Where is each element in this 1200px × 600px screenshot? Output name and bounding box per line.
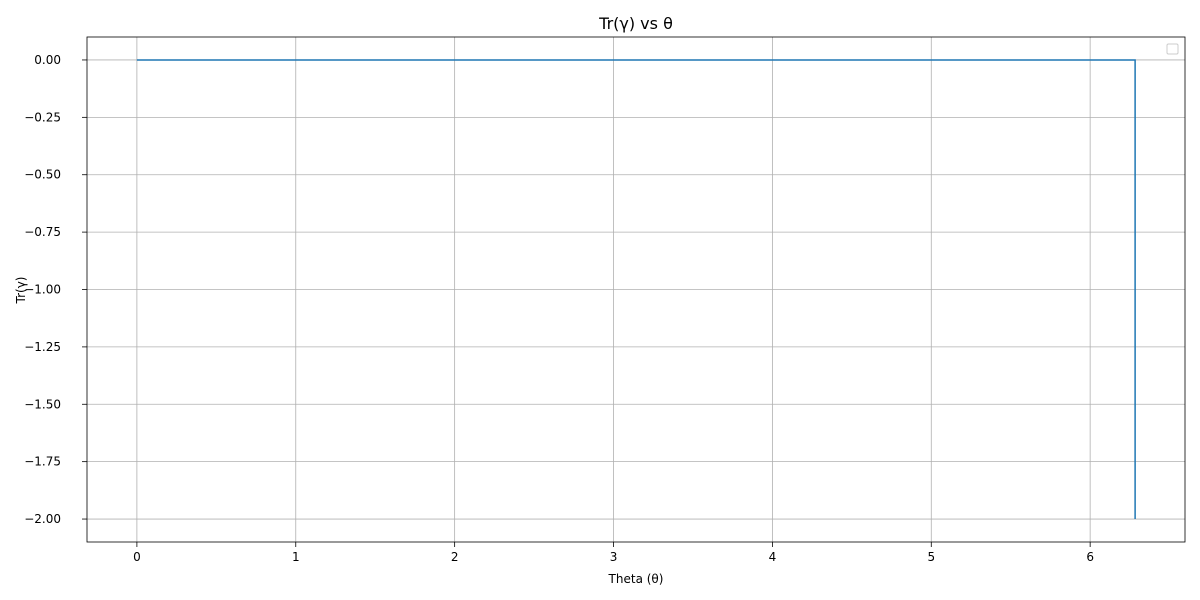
- y-tick-label: −0.75: [24, 225, 61, 239]
- series-layer: [136, 59, 1136, 520]
- x-tick-label: 5: [927, 550, 935, 564]
- y-axis-title: Tr(γ): [14, 277, 28, 305]
- x-tick-label: 6: [1086, 550, 1094, 564]
- x-axis-ticks: 0 1 2 3 4 5 6: [133, 542, 1094, 564]
- x-tick-label: 2: [451, 550, 459, 564]
- y-tick-label: −1.25: [24, 340, 61, 354]
- legend-box: [1166, 43, 1179, 55]
- series-line: [136, 59, 1136, 520]
- y-tick-label: −0.50: [24, 168, 61, 182]
- y-tick-label: −1.00: [24, 283, 61, 297]
- y-tick-label: 0.00: [34, 53, 61, 67]
- x-tick-label: 4: [769, 550, 777, 564]
- x-tick-label: 3: [610, 550, 618, 564]
- x-tick-label: 0: [133, 550, 141, 564]
- x-axis-title: Theta (θ): [608, 572, 664, 586]
- grid-lines: [87, 37, 1185, 542]
- y-tick-label: −0.25: [24, 110, 61, 124]
- chart-title: Tr(γ) vs θ: [598, 14, 673, 33]
- y-axis-ticks: 0.00 −0.25 −0.50 −0.75 −1.00 −1.25 −1.50 −1.75 −…: [24, 53, 87, 526]
- x-tick-label: 1: [292, 550, 300, 564]
- y-tick-label: −1.50: [24, 397, 61, 411]
- y-tick-label: −2.00: [24, 512, 61, 526]
- y-tick-label: −1.75: [24, 455, 61, 469]
